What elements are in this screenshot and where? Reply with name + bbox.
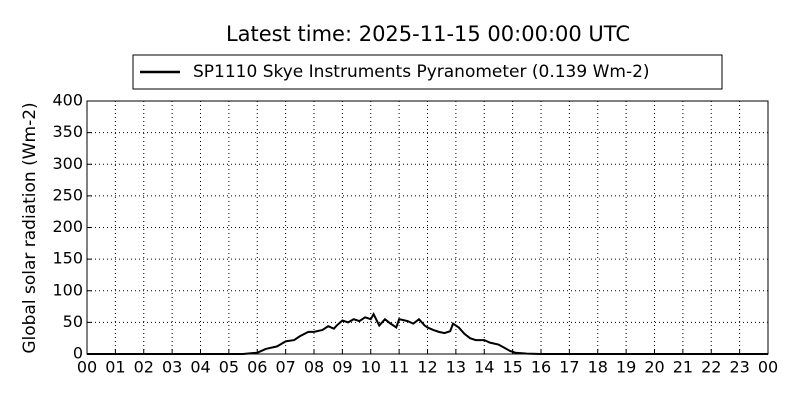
y-tick-label: 400 — [52, 91, 83, 110]
x-tick-label: 07 — [275, 358, 295, 377]
y-axis-label: Global solar radiation (Wm-2) — [20, 102, 40, 353]
y-tick-label: 50 — [63, 312, 83, 331]
x-tick-label: 21 — [673, 358, 693, 377]
x-tick-label: 01 — [105, 358, 125, 377]
y-tick-label: 100 — [52, 280, 83, 299]
x-tick-label: 17 — [559, 358, 579, 377]
y-tick-label: 350 — [52, 122, 83, 141]
x-tick-label: 19 — [616, 358, 636, 377]
x-tick-label: 16 — [531, 358, 551, 377]
plot-frame — [86, 100, 769, 355]
x-tick-label: 00 — [758, 358, 778, 377]
x-tick-label: 12 — [417, 358, 437, 377]
legend-label: SP1110 Skye Instruments Pyranometer (0.1… — [193, 62, 650, 82]
y-tick-label: 150 — [52, 249, 83, 268]
data-line — [87, 312, 768, 355]
y-tick-label: 300 — [52, 154, 83, 173]
chart-title: Latest time: 2025-11-15 00:00:00 UTC — [226, 22, 630, 46]
x-tick-label: 08 — [304, 358, 324, 377]
x-tick-label: 09 — [332, 358, 352, 377]
x-tick-label: 18 — [588, 358, 608, 377]
legend-box — [132, 54, 723, 90]
x-tick-label: 10 — [361, 358, 381, 377]
x-tick-label: 04 — [190, 358, 210, 377]
x-tick-label: 23 — [729, 358, 749, 377]
x-tick-label: 15 — [502, 358, 522, 377]
x-tick-label: 02 — [134, 358, 154, 377]
y-tick-label: 250 — [52, 185, 83, 204]
x-tick-label: 13 — [446, 358, 466, 377]
x-tick-label: 14 — [474, 358, 494, 377]
x-tick-label: 20 — [644, 358, 664, 377]
x-tick-label: 05 — [219, 358, 239, 377]
y-tick-label: 0 — [73, 344, 83, 363]
x-tick-label: 03 — [162, 358, 182, 377]
y-tick-label: 200 — [52, 217, 83, 236]
x-tick-label: 00 — [77, 358, 97, 377]
x-tick-label: 22 — [701, 358, 721, 377]
x-tick-label: 06 — [247, 358, 267, 377]
x-tick-label: 11 — [389, 358, 409, 377]
